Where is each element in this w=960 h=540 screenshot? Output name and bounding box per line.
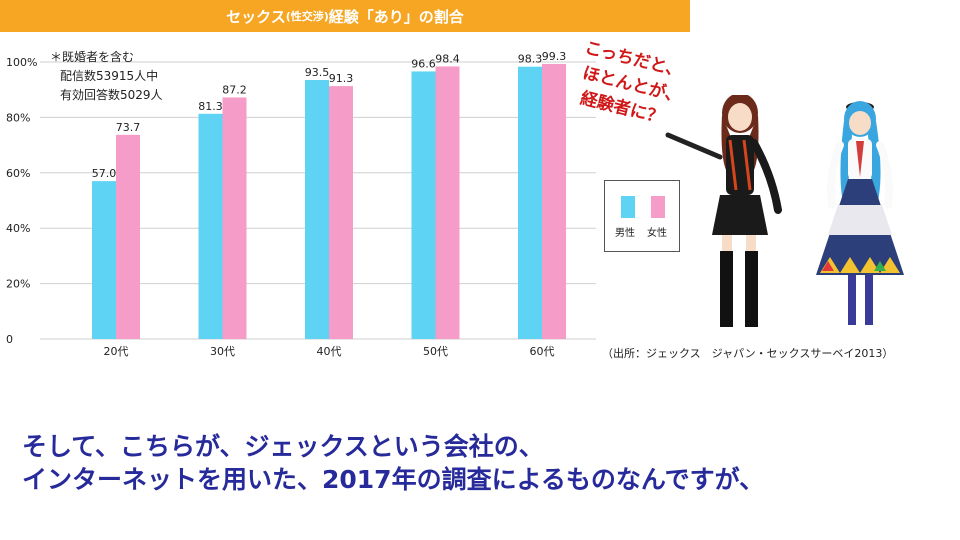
- legend-swatch-male: [621, 196, 635, 218]
- title-paren: (性交渉): [285, 10, 329, 23]
- y-tick-label: 60%: [6, 167, 30, 180]
- title-rest: 経験「あり」の割合: [328, 7, 464, 26]
- y-tick-label: 0: [6, 333, 13, 346]
- bar-male: [305, 80, 329, 339]
- bar-male: [411, 71, 436, 339]
- data-label: 87.2: [222, 83, 247, 96]
- y-tick-label: 80%: [6, 111, 30, 124]
- note-line-2: 配信数53915人中: [60, 69, 159, 83]
- data-label: 93.5: [305, 66, 330, 79]
- title-main: セックス: [226, 7, 286, 26]
- bar-female: [329, 86, 353, 339]
- chart-legend: 男性 女性: [604, 180, 680, 252]
- caption-subtitle: そして、こちらが、ジェックスという会社の、 インターネットを用いた、2017年の…: [22, 430, 952, 496]
- x-tick-label: 30代: [210, 345, 235, 358]
- y-tick-label: 40%: [6, 222, 30, 235]
- survey-note: ＊既婚者を含む 配信数53915人中 有効回答数5029人: [50, 48, 163, 105]
- caption-line-1: そして、こちらが、ジェックスという会社の、: [22, 432, 544, 461]
- data-label: 73.7: [116, 121, 141, 134]
- x-axis: 20代 30代 40代 50代 60代: [104, 345, 555, 358]
- bar-female: [116, 134, 140, 339]
- data-label: 81.3: [198, 100, 223, 113]
- legend-label-female: 女性: [647, 228, 667, 239]
- bar-female: [435, 66, 460, 339]
- bar-male: [518, 66, 542, 340]
- x-tick-label: 40代: [317, 345, 342, 358]
- note-line-1: ＊既婚者を含む: [50, 50, 135, 64]
- bar-female: [222, 97, 247, 340]
- y-axis: 0 20% 40% 60% 80% 100%: [6, 56, 37, 346]
- source-note: （出所：ジェックス ジャパン・セックスサーベイ2013）: [602, 347, 894, 360]
- data-label: 98.3: [518, 53, 543, 66]
- y-tick-label: 100%: [6, 56, 37, 69]
- bar-male: [198, 113, 223, 339]
- girl-figure-left: [665, 95, 782, 327]
- data-label: 91.3: [329, 72, 354, 85]
- chart-bars: 57.0 73.7 81.3 87.2 93.5 91.3 96.6 98.4 98.3 99.3: [92, 50, 567, 340]
- bar-female: [542, 63, 566, 340]
- caption-line-2: インターネットを用いた、2017年の調査によるものなんですが、: [22, 465, 765, 494]
- x-tick-label: 50代: [423, 345, 448, 358]
- legend-swatch-female: [651, 196, 665, 218]
- note-line-3: 有効回答数5029人: [60, 88, 163, 102]
- bar-male: [92, 181, 116, 339]
- legend-label-male: 男性: [615, 228, 635, 239]
- chart-title: セックス (性交渉) 経験「あり」の割合: [0, 0, 690, 32]
- data-label: 57.0: [92, 167, 117, 180]
- x-tick-label: 60代: [530, 345, 555, 358]
- data-label: 98.4: [435, 52, 460, 65]
- x-tick-label: 20代: [104, 345, 129, 358]
- bar-chart: 0 20% 40% 60% 80% 100% 57.0 73.7 81.3 87.2 93.5 91…: [6, 50, 596, 358]
- character-illustrations: [665, 95, 904, 327]
- y-tick-label: 20%: [6, 278, 30, 291]
- data-label: 96.6: [411, 57, 436, 70]
- data-label: 99.3: [542, 50, 567, 63]
- girl-figure-right: [816, 101, 904, 325]
